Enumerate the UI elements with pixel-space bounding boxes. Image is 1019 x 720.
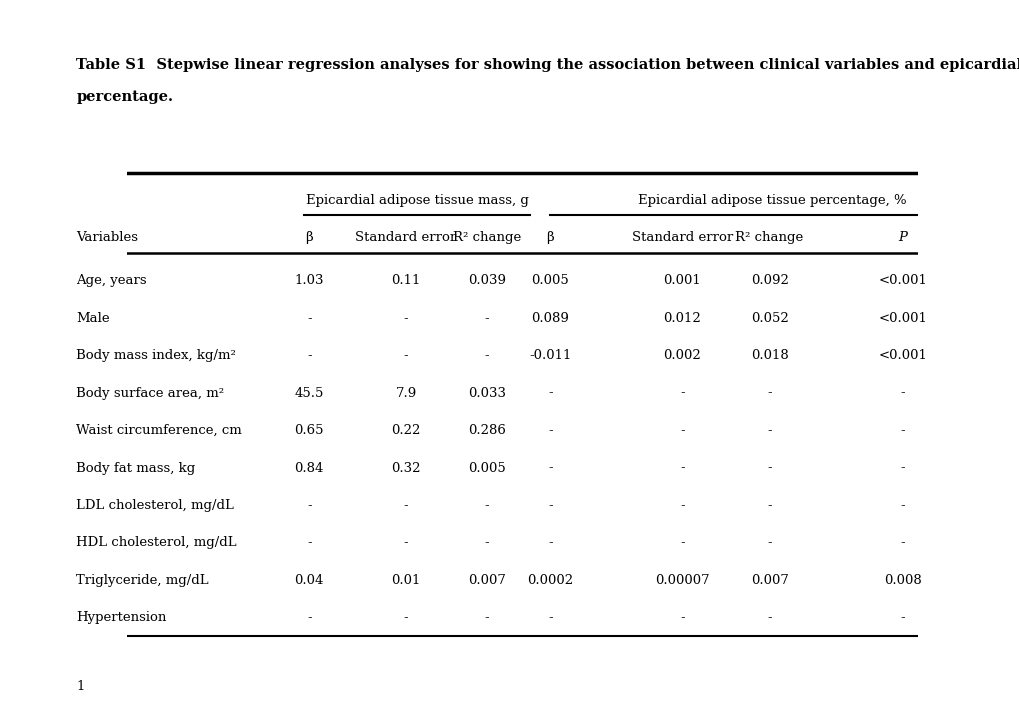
Text: 0.007: 0.007 (468, 574, 505, 587)
Text: -: - (307, 536, 311, 549)
Text: Triglyceride, mg/dL: Triglyceride, mg/dL (76, 574, 209, 587)
Text: -: - (547, 499, 552, 512)
Text: 7.9: 7.9 (395, 387, 417, 400)
Text: -: - (307, 499, 311, 512)
Text: -: - (484, 499, 489, 512)
Text: -: - (547, 611, 552, 624)
Text: -: - (547, 536, 552, 549)
Text: 0.039: 0.039 (468, 274, 505, 287)
Text: -: - (307, 349, 311, 362)
Text: Waist circumference, cm: Waist circumference, cm (76, 424, 243, 437)
Text: Variables: Variables (76, 231, 139, 244)
Text: <0.001: <0.001 (877, 274, 926, 287)
Text: 1.03: 1.03 (294, 274, 324, 287)
Text: 0.089: 0.089 (531, 312, 569, 325)
Text: P: P (898, 231, 906, 244)
Text: -: - (900, 611, 904, 624)
Text: Male: Male (76, 312, 110, 325)
Text: Standard error: Standard error (355, 231, 457, 244)
Text: -: - (484, 536, 489, 549)
Text: 0.018: 0.018 (750, 349, 788, 362)
Text: R² change: R² change (452, 231, 521, 244)
Text: 0.001: 0.001 (662, 274, 701, 287)
Text: 0.092: 0.092 (750, 274, 788, 287)
Text: 0.008: 0.008 (882, 574, 921, 587)
Text: Standard error: Standard error (631, 231, 733, 244)
Text: -: - (900, 536, 904, 549)
Text: 1: 1 (76, 680, 85, 693)
Text: -: - (900, 387, 904, 400)
Text: 0.00007: 0.00007 (654, 574, 709, 587)
Text: -: - (404, 499, 408, 512)
Text: -: - (484, 312, 489, 325)
Text: Age, years: Age, years (76, 274, 147, 287)
Text: -: - (404, 611, 408, 624)
Text: -0.011: -0.011 (529, 349, 571, 362)
Text: -: - (404, 349, 408, 362)
Text: 0.22: 0.22 (391, 424, 420, 437)
Text: 0.65: 0.65 (294, 424, 324, 437)
Text: Hypertension: Hypertension (76, 611, 167, 624)
Text: -: - (766, 424, 771, 437)
Text: R² change: R² change (735, 231, 803, 244)
Text: Body mass index, kg/m²: Body mass index, kg/m² (76, 349, 236, 362)
Text: -: - (680, 499, 684, 512)
Text: -: - (766, 387, 771, 400)
Text: Epicardial adipose tissue mass, g: Epicardial adipose tissue mass, g (306, 194, 528, 207)
Text: 0.01: 0.01 (391, 574, 420, 587)
Text: -: - (766, 536, 771, 549)
Text: -: - (766, 499, 771, 512)
Text: <0.001: <0.001 (877, 312, 926, 325)
Text: <0.001: <0.001 (877, 349, 926, 362)
Text: percentage.: percentage. (76, 90, 173, 104)
Text: 0.033: 0.033 (468, 387, 505, 400)
Text: 0.007: 0.007 (750, 574, 788, 587)
Text: 0.11: 0.11 (391, 274, 420, 287)
Text: -: - (404, 536, 408, 549)
Text: -: - (766, 462, 771, 474)
Text: 0.005: 0.005 (468, 462, 505, 474)
Text: β: β (546, 231, 553, 244)
Text: 0.002: 0.002 (662, 349, 701, 362)
Text: -: - (484, 349, 489, 362)
Text: 45.5: 45.5 (294, 387, 324, 400)
Text: β: β (305, 231, 313, 244)
Text: 0.286: 0.286 (468, 424, 505, 437)
Text: 0.04: 0.04 (294, 574, 324, 587)
Text: 0.005: 0.005 (531, 274, 569, 287)
Text: 0.052: 0.052 (750, 312, 788, 325)
Text: -: - (680, 424, 684, 437)
Text: -: - (680, 387, 684, 400)
Text: -: - (547, 424, 552, 437)
Text: -: - (484, 611, 489, 624)
Text: Epicardial adipose tissue percentage, %: Epicardial adipose tissue percentage, % (638, 194, 906, 207)
Text: Table S1  Stepwise linear regression analyses for showing the association betwee: Table S1 Stepwise linear regression anal… (76, 58, 1019, 71)
Text: -: - (766, 611, 771, 624)
Text: 0.84: 0.84 (294, 462, 324, 474)
Text: -: - (680, 462, 684, 474)
Text: -: - (307, 611, 311, 624)
Text: -: - (900, 462, 904, 474)
Text: LDL cholesterol, mg/dL: LDL cholesterol, mg/dL (76, 499, 234, 512)
Text: -: - (680, 611, 684, 624)
Text: -: - (404, 312, 408, 325)
Text: 0.012: 0.012 (662, 312, 701, 325)
Text: -: - (547, 387, 552, 400)
Text: 0.32: 0.32 (391, 462, 421, 474)
Text: Body surface area, m²: Body surface area, m² (76, 387, 224, 400)
Text: HDL cholesterol, mg/dL: HDL cholesterol, mg/dL (76, 536, 236, 549)
Text: 0.0002: 0.0002 (527, 574, 573, 587)
Text: -: - (900, 424, 904, 437)
Text: -: - (680, 536, 684, 549)
Text: -: - (900, 499, 904, 512)
Text: -: - (547, 462, 552, 474)
Text: -: - (307, 312, 311, 325)
Text: Body fat mass, kg: Body fat mass, kg (76, 462, 196, 474)
